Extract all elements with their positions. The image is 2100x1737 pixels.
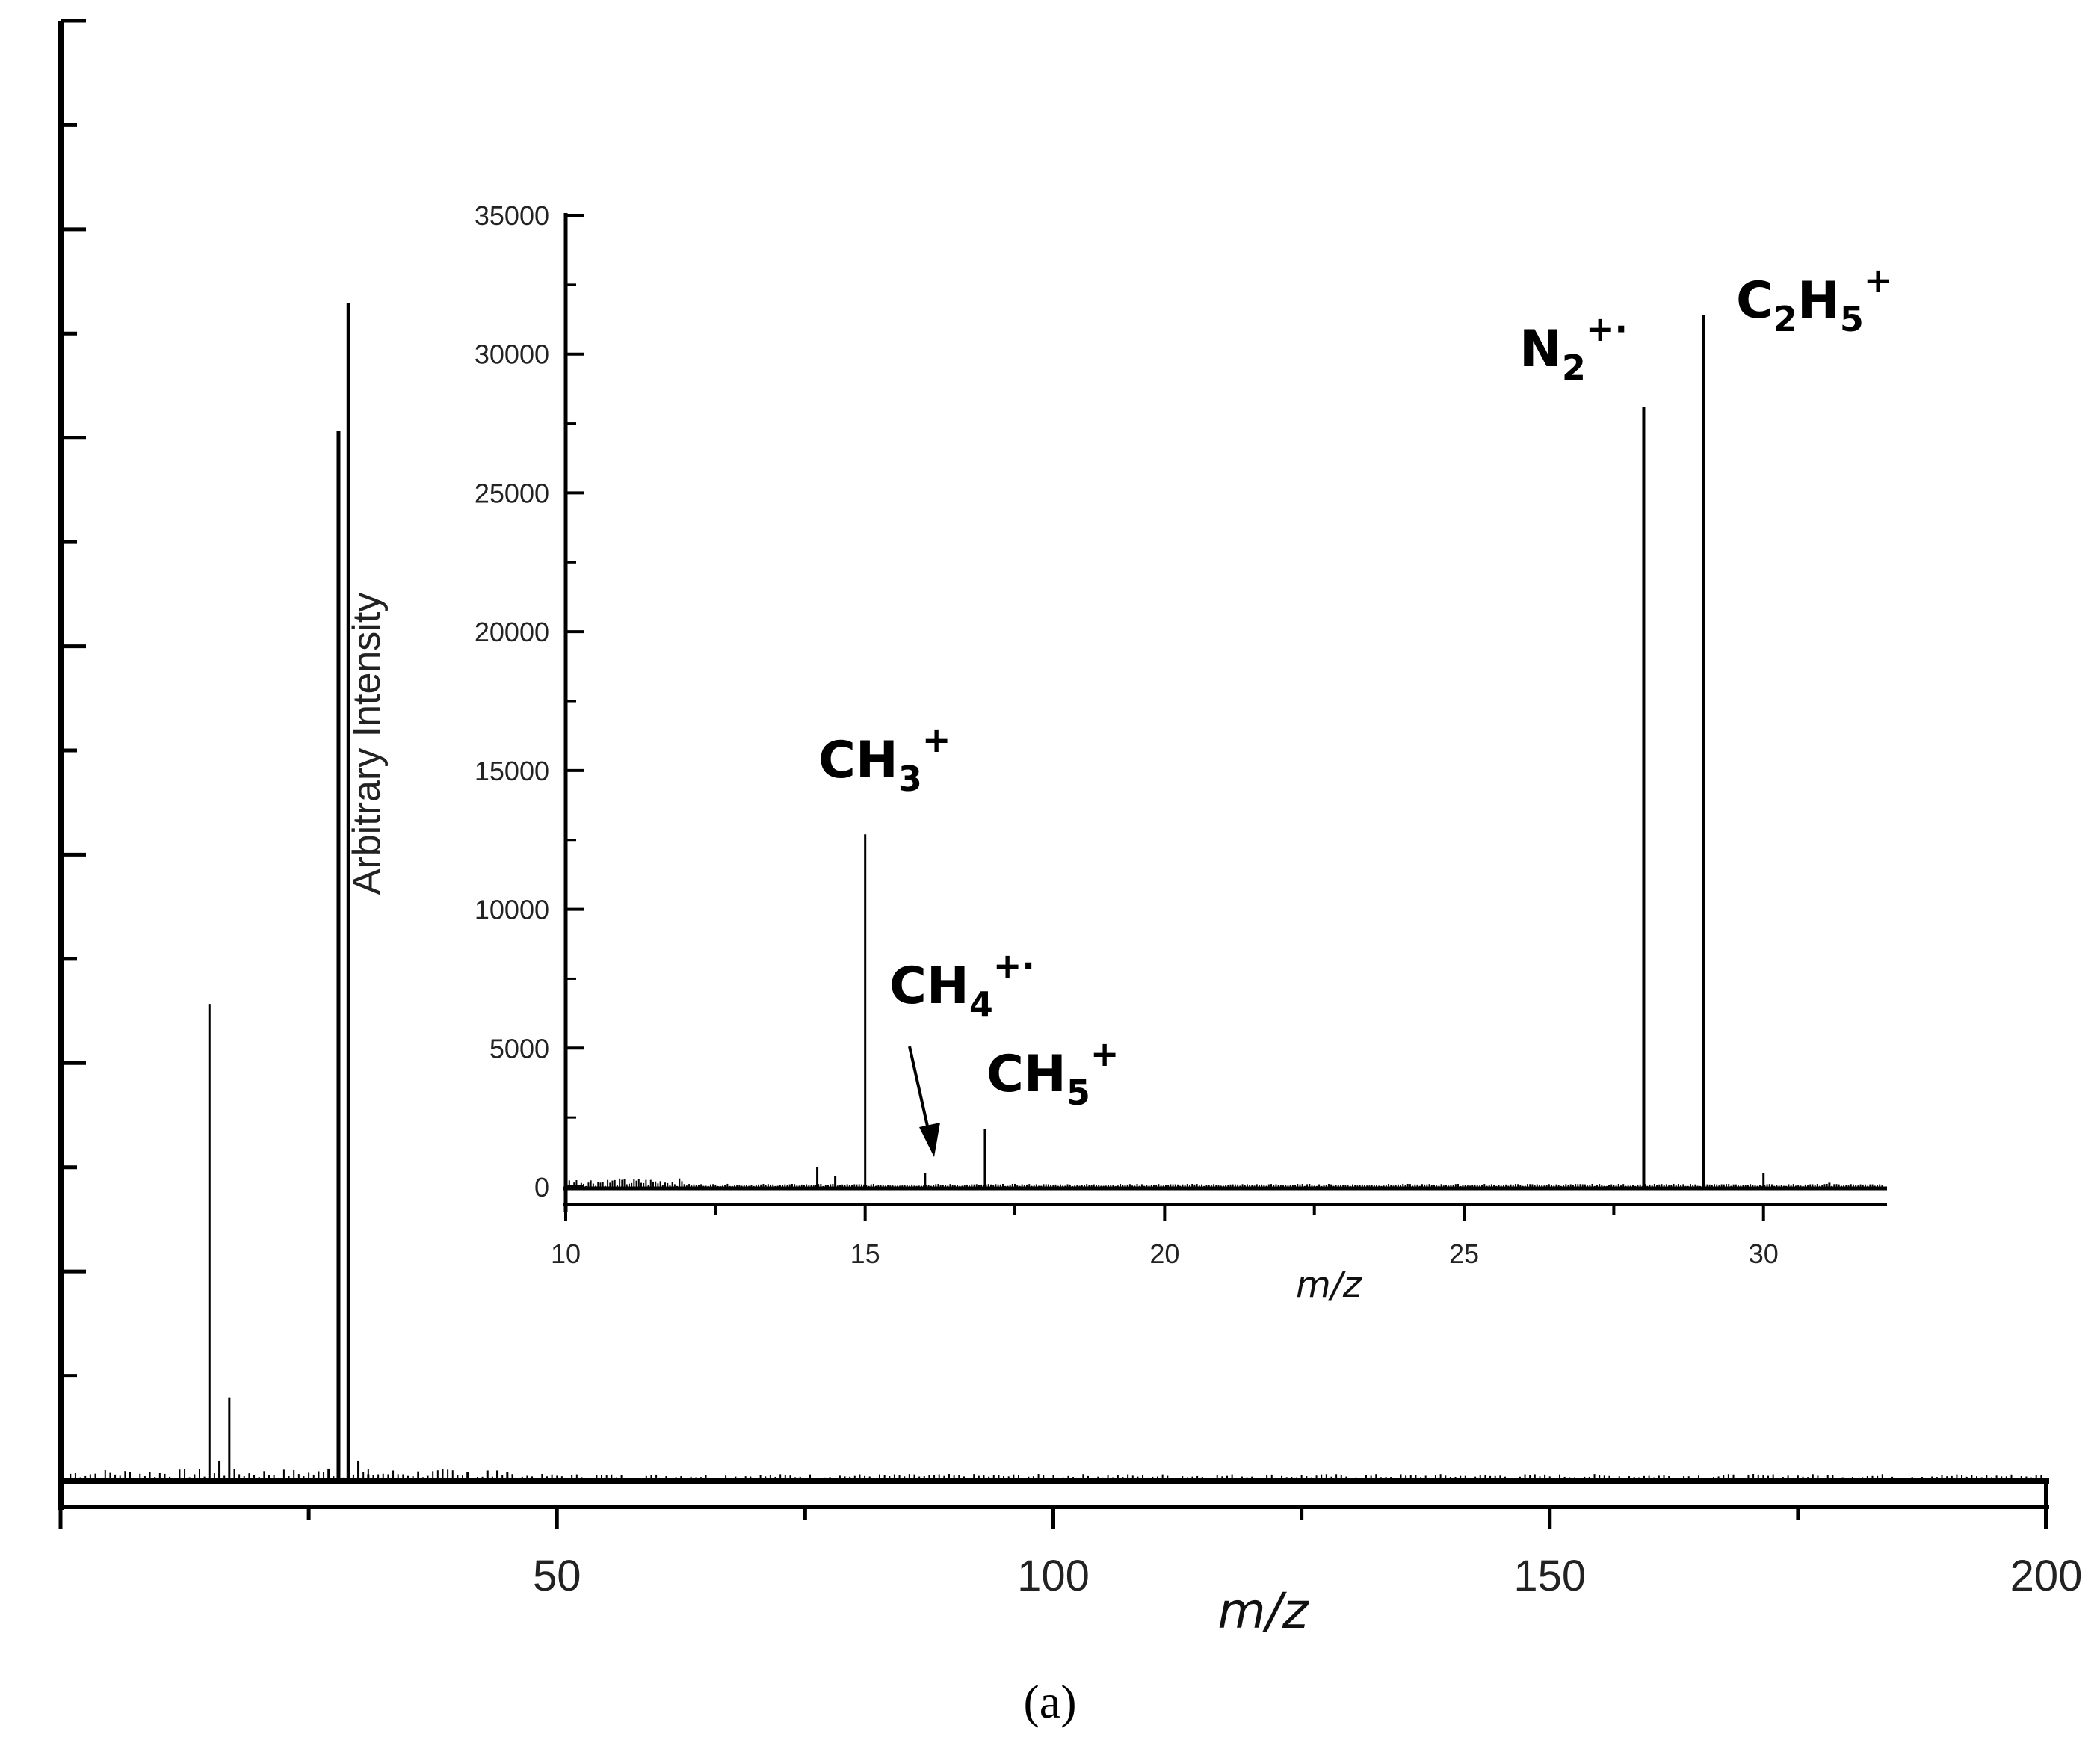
ion-label-n2: N2+· (1519, 309, 1628, 388)
inset-x-tick-label: 25 (1449, 1238, 1479, 1269)
inset-x-axis-title: m/z (1296, 1264, 1363, 1306)
main-x-axis-title: m/z (1217, 1582, 1309, 1640)
inset-y-ticks (566, 214, 584, 1188)
inset-y-tick-label: 10000 (475, 895, 549, 925)
inset-y-tick-label: 5000 (490, 1033, 549, 1064)
inset-x-tick-label: 30 (1749, 1238, 1779, 1269)
inset-y-tick-label: 30000 (475, 339, 549, 370)
inset-y-tick-label: 35000 (475, 200, 549, 231)
inset-peaks (816, 315, 1831, 1187)
inset-y-tick-label: 25000 (475, 478, 549, 508)
inset-background (562, 213, 1892, 1207)
inset-x-ticks (564, 1204, 1765, 1221)
main-x-ticks (58, 1507, 2048, 1529)
ion-label-ch3: CH3+ (818, 720, 951, 799)
main-x-tick-label: 150 (1513, 1552, 1586, 1600)
ion-label-ch5: CH5+ (986, 1034, 1119, 1113)
inset-x-tick-label: 15 (850, 1238, 880, 1269)
main-x-tick-label: 50 (533, 1552, 581, 1600)
ch4-arrow (908, 1046, 940, 1157)
inset-y-tick-labels: 0 5000 10000 15000 20000 25000 30000 35000 (475, 200, 549, 1203)
inset-y-tick-label: 15000 (475, 756, 549, 786)
inset-chart: 0 5000 10000 15000 20000 25000 30000 35000 10 15… (345, 200, 1892, 1306)
main-x-tick-label: 200 (2010, 1552, 2083, 1600)
ion-label-ch4: CH4+· (889, 945, 1035, 1025)
inset-y-tick-label: 0 (534, 1172, 549, 1203)
inset-y-axis-title: Arbitrary Intensity (345, 593, 389, 895)
ion-label-c2h5: C2H5+ (1736, 260, 1892, 339)
main-y-ticks (61, 19, 86, 1482)
main-x-tick-labels: 50 100 150 200 (533, 1552, 2082, 1600)
panel-label: (a) (1023, 1675, 1076, 1728)
inset-x-tick-labels: 10 15 20 25 30 (551, 1238, 1779, 1269)
inset-y-tick-label: 20000 (475, 617, 549, 647)
main-x-tick-label: 100 (1017, 1552, 1090, 1600)
main-peaks (208, 303, 509, 1480)
inset-x-tick-label: 10 (551, 1238, 581, 1269)
main-baseline-noise (70, 1469, 2042, 1480)
main-chart: 50 100 150 200 m/z (58, 19, 2082, 1640)
inset-x-tick-label: 20 (1149, 1238, 1179, 1269)
